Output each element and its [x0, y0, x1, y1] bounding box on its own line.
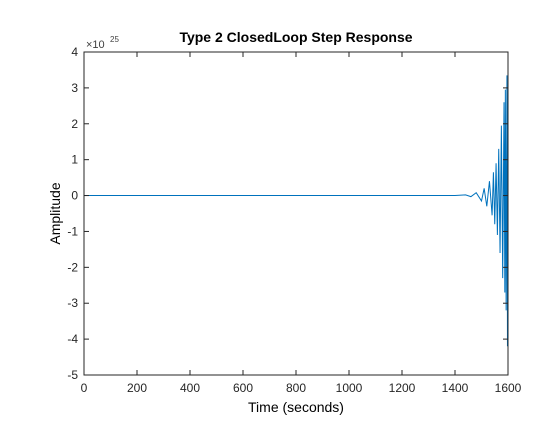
- x-tick-label: 1200: [389, 381, 416, 395]
- y-tick-label: -5: [67, 368, 78, 382]
- x-tick-label: 0: [81, 381, 88, 395]
- y-multiplier-exponent: 25: [110, 35, 119, 44]
- series-line-0: [84, 75, 508, 347]
- plot-area: [84, 52, 508, 375]
- x-tick-label: 400: [180, 381, 200, 395]
- x-axis-label: Time (seconds): [248, 399, 344, 415]
- y-tick-label: 3: [71, 81, 78, 95]
- series-layer: [84, 75, 508, 347]
- x-tick-label: 200: [127, 381, 147, 395]
- x-tick-label: 1600: [495, 381, 522, 395]
- x-tick-label: 600: [233, 381, 253, 395]
- y-tick-label: 1: [71, 153, 78, 167]
- y-tick-label: -1: [67, 224, 78, 238]
- x-tick-label: 1400: [442, 381, 469, 395]
- y-tick-label: 0: [71, 189, 78, 203]
- ticks-layer: 0 200 400 600 800 1000 1200 1400 1600 -5 -4 -3 -2 -1 0…: [67, 45, 521, 395]
- y-tick-label: -4: [67, 332, 78, 346]
- chart-title: Type 2 ClosedLoop Step Response: [179, 29, 412, 45]
- x-tick-label: 800: [286, 381, 306, 395]
- x-tick-label: 1000: [336, 381, 363, 395]
- y-tick-label: -2: [67, 260, 78, 274]
- y-tick-label: 4: [71, 45, 78, 59]
- y-axis-label: Amplitude: [47, 182, 63, 244]
- y-tick-label: 2: [71, 117, 78, 131]
- y-tick-label: -3: [67, 296, 78, 310]
- y-multiplier: ×10 25: [86, 35, 119, 51]
- y-multiplier-base: ×10: [86, 39, 105, 51]
